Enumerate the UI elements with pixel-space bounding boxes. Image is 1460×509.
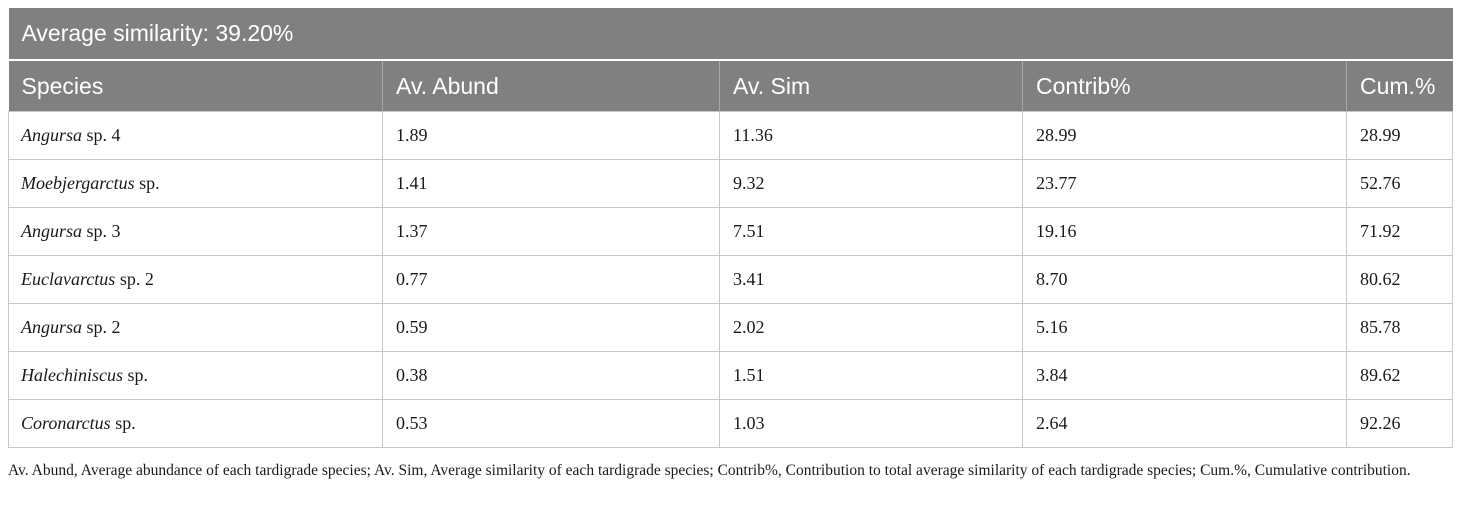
av-sim-cell: 1.03 [719, 399, 1023, 448]
species-suffix: sp. 4 [82, 125, 121, 145]
contrib-cell: 19.16 [1022, 207, 1347, 256]
table-row: Coronarctus sp. 0.53 1.03 2.64 92.26 [8, 399, 1454, 448]
similarity-table-container: Average similarity: 39.20% Species Av. A… [8, 8, 1454, 448]
av-sim-cell: 1.51 [719, 351, 1023, 400]
species-suffix: sp. 2 [115, 269, 154, 289]
table-header-row: Species Av. Abund Av. Sim Contrib% Cum.% [8, 60, 1453, 112]
species-genus: Moebjergarctus [21, 173, 135, 193]
species-genus: Angursa [21, 221, 83, 241]
av-abund-cell: 0.77 [382, 255, 720, 304]
av-sim-cell: 11.36 [719, 111, 1023, 160]
species-suffix: sp. [122, 365, 148, 385]
species-genus: Euclavarctus [21, 269, 116, 289]
column-header-contrib: Contrib% [1022, 60, 1347, 112]
av-abund-cell: 1.89 [382, 111, 720, 160]
av-sim-cell: 7.51 [719, 207, 1023, 256]
species-suffix: sp. [134, 173, 160, 193]
cum-cell: 80.62 [1345, 255, 1454, 304]
table-row: Angursa sp. 4 1.89 11.36 28.99 28.99 [8, 111, 1454, 160]
contrib-cell: 3.84 [1022, 351, 1347, 400]
table-row: Euclavarctus sp. 2 0.77 3.41 8.70 80.62 [8, 255, 1454, 304]
contrib-cell: 2.64 [1022, 399, 1347, 448]
cum-cell: 52.76 [1345, 159, 1454, 208]
column-header-av-sim: Av. Sim [719, 60, 1023, 112]
av-abund-cell: 1.37 [382, 207, 720, 256]
table-title: Average similarity: 39.20% [8, 8, 1453, 61]
table-footnote: Av. Abund, Average abundance of each tar… [8, 462, 1411, 479]
contrib-cell: 23.77 [1022, 159, 1347, 208]
species-genus: Coronarctus [21, 413, 111, 433]
column-header-species: Species [8, 60, 383, 112]
av-sim-cell: 3.41 [719, 255, 1023, 304]
species-genus: Angursa [21, 125, 83, 145]
cum-cell: 28.99 [1345, 111, 1454, 160]
contrib-cell: 5.16 [1022, 303, 1347, 352]
species-suffix: sp. [110, 413, 136, 433]
species-genus: Halechiniscus [21, 365, 123, 385]
species-cell: Moebjergarctus sp. [8, 159, 383, 208]
species-cell: Coronarctus sp. [8, 399, 383, 448]
cum-cell: 89.62 [1345, 351, 1454, 400]
table-row: Moebjergarctus sp. 1.41 9.32 23.77 52.76 [8, 159, 1454, 208]
species-cell: Angursa sp. 4 [8, 111, 383, 160]
av-abund-cell: 0.59 [382, 303, 720, 352]
contrib-cell: 28.99 [1022, 111, 1347, 160]
species-cell: Angursa sp. 2 [8, 303, 383, 352]
column-header-cum: Cum.% [1345, 60, 1453, 112]
species-genus: Angursa [21, 317, 83, 337]
av-abund-cell: 0.53 [382, 399, 720, 448]
similarity-table: Average similarity: 39.20% Species Av. A… [8, 8, 1454, 448]
column-header-av-abund: Av. Abund [382, 60, 720, 112]
av-sim-cell: 9.32 [719, 159, 1023, 208]
species-cell: Euclavarctus sp. 2 [8, 255, 383, 304]
species-cell: Halechiniscus sp. [8, 351, 383, 400]
cum-cell: 71.92 [1345, 207, 1454, 256]
contrib-cell: 8.70 [1022, 255, 1347, 304]
cum-cell: 92.26 [1345, 399, 1454, 448]
table-row: Angursa sp. 2 0.59 2.02 5.16 85.78 [8, 303, 1454, 352]
table-title-row: Average similarity: 39.20% [8, 8, 1453, 61]
table-row: Angursa sp. 3 1.37 7.51 19.16 71.92 [8, 207, 1454, 256]
cum-cell: 85.78 [1345, 303, 1454, 352]
table-row: Halechiniscus sp. 0.38 1.51 3.84 89.62 [8, 351, 1454, 400]
species-cell: Angursa sp. 3 [8, 207, 383, 256]
species-suffix: sp. 3 [82, 221, 121, 241]
species-suffix: sp. 2 [82, 317, 121, 337]
av-abund-cell: 0.38 [382, 351, 720, 400]
av-abund-cell: 1.41 [382, 159, 720, 208]
av-sim-cell: 2.02 [719, 303, 1023, 352]
